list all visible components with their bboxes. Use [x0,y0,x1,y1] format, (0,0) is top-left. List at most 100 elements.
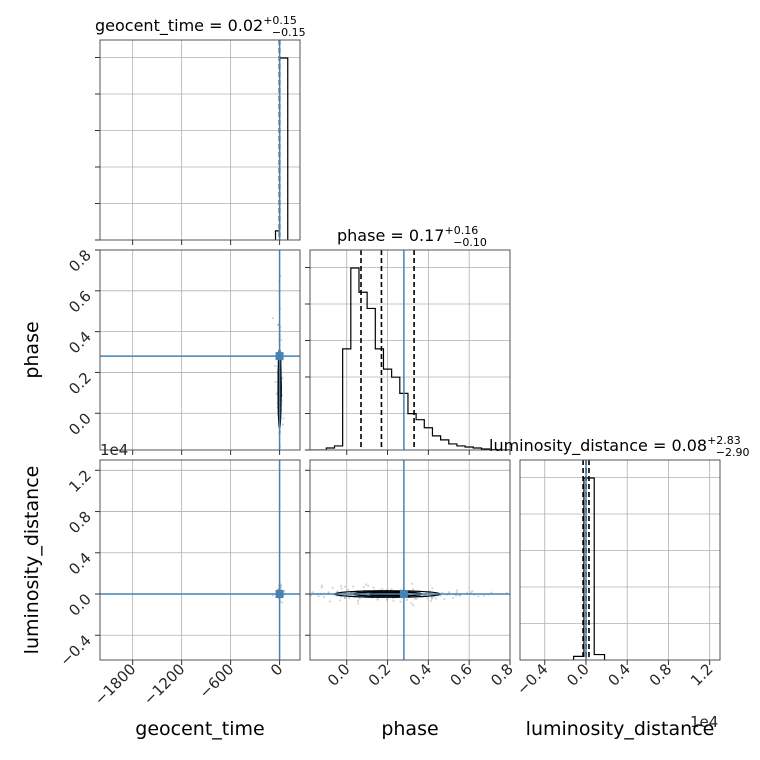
grid [310,250,511,450]
x-axis-label-phase: phase [381,718,438,740]
offset-text-bottom: 1e4 [690,713,718,731]
scatter-point [338,599,342,602]
title-name: geocent_time [95,16,204,36]
x-tick-label: −1800 [91,660,140,709]
axes-frame [309,459,511,661]
scatter-point [348,597,351,600]
scatter-point [430,596,434,599]
y-tick-label: 0.4 [65,549,95,579]
y-tick-label: 1.2 [65,466,95,496]
scatter-point [376,598,379,601]
scatter-point [343,585,347,588]
scatter-point [465,591,469,594]
title-plus: +0.15 [263,14,297,27]
x-tick-label: 0.4 [604,660,634,690]
truth-marker [275,352,284,361]
scatter-point [322,595,326,598]
offset-text-left: 1e4 [100,441,128,459]
scatter-point [381,587,384,590]
scatter-point [280,601,284,604]
scatter-point [429,599,433,603]
scatter-point [336,590,339,593]
scatter-point [339,584,343,587]
y-tick-label: 0.4 [65,328,95,358]
scatter-point [447,591,451,594]
title-minus: −0.15 [272,26,306,39]
scatter-point [327,591,330,594]
title-value: 0.17 [409,226,445,245]
scatter-point [352,585,355,588]
scatter-point [320,586,323,589]
scatter-point [279,457,281,459]
scatter-point [280,338,283,341]
title-name: luminosity_distance [489,436,648,456]
y-tick-label: 0.0 [65,409,95,439]
density-marks [100,250,300,459]
axes-frame [519,459,721,661]
x-axis-label-luminosity_distance: luminosity_distance [526,718,715,740]
x-axis-label-geocent_time: geocent_time [135,718,264,740]
x-tick-label: 0.8 [646,660,676,690]
scatter-point [320,584,324,587]
histogram-marks [274,40,289,240]
scatter-point [317,594,320,598]
scatter-point [386,597,389,600]
title-plus: +0.16 [444,224,478,237]
scatter-point [362,586,365,589]
panel-title-geocent_time: geocent_time = 0.02+0.15 −0.15 [95,14,306,39]
scatter-point [469,591,473,594]
x-tick-label: 1.2 [687,660,717,690]
scatter-point [283,589,286,593]
x-tick-label: −0.4 [513,660,551,698]
scatter-point [372,586,375,589]
panel-geocent_time-phase [99,249,301,459]
scatter-point [344,596,347,599]
scatter-point [490,591,493,594]
scatter-point [340,587,343,590]
scatter-point [405,598,409,601]
x-tick-label: −1200 [140,660,189,709]
scatter-point [426,597,429,600]
y-tick-label: 0.8 [65,246,95,276]
scatter-point [482,594,485,597]
panel-phase-hist: phase = 0.17+0.16 −0.10 [309,224,511,451]
panel-phase-luminosity_distance [309,459,511,661]
scatter-point [452,596,455,600]
axes-frame [99,249,301,451]
scatter-point [455,594,458,597]
scatter-point [411,588,415,591]
y-tick-label: 0.2 [65,369,95,399]
x-tick-label: 0.0 [324,660,354,690]
scatter-point [311,591,314,594]
scatter-point [282,417,285,420]
scatter-point [356,602,360,605]
title-minus: −2.90 [716,446,750,459]
y-tick-label: 0.8 [65,508,95,538]
scatter-point [274,364,277,368]
scatter-point [413,597,416,600]
title-minus: −0.10 [453,236,487,249]
truth-marker [275,590,284,599]
scatter-point [331,586,334,590]
scatter-point [328,600,332,603]
scatter-point [434,597,438,600]
histogram-marks [573,460,606,660]
scatter-point [443,597,446,601]
scatter-point [279,456,281,458]
scatter-point [392,599,395,602]
x-tick-label: 0 [267,660,286,679]
scatter-point [343,596,346,600]
scatter-point [399,600,402,603]
scatter-point [430,597,433,600]
title-value: 0.02 [228,16,264,35]
scatter-point [271,594,275,597]
scatter-point [358,597,361,600]
axes-frame [309,249,511,451]
scatter-point [367,584,370,587]
scatter-point [281,376,284,380]
scatter-point [385,598,388,601]
histogram-step [310,267,510,450]
scatter-point [477,595,480,598]
y-tick-label: −0.4 [56,631,94,669]
